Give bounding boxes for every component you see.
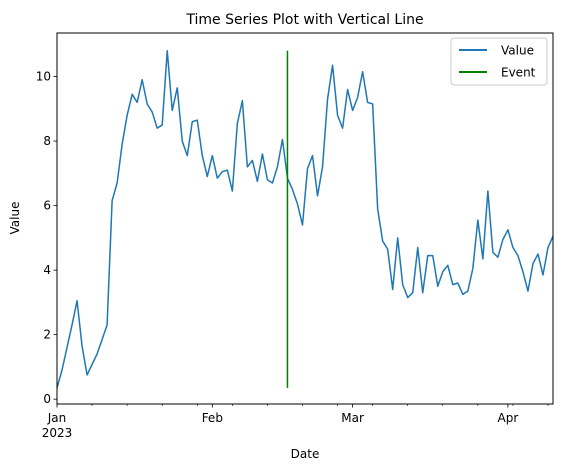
y-tick-label: 4 (43, 263, 51, 277)
y-tick-label: 0 (43, 392, 51, 406)
x-axis-label: Date (291, 447, 320, 461)
chart-title: Time Series Plot with Vertical Line (185, 12, 423, 28)
y-axis-label: Value (8, 202, 22, 235)
y-tick-label: 8 (43, 134, 51, 148)
y-tick-label: 10 (36, 70, 51, 84)
y-tick-label: 6 (43, 199, 51, 213)
legend: Value Event (450, 37, 548, 86)
series-layer (57, 49, 553, 389)
series-line-value (57, 49, 553, 389)
legend-label-value: Value (501, 44, 534, 58)
y-tick-label: 2 (43, 328, 51, 342)
x-tick-label: Apr (498, 411, 519, 425)
x-tick-sublabel: 2023 (42, 426, 73, 440)
x-tick-label: Jan (47, 411, 67, 425)
legend-label-event: Event (501, 66, 536, 80)
plot-frame (56, 32, 554, 405)
x-tick-label: Feb (202, 411, 223, 425)
x-tick-label: Mar (341, 411, 364, 425)
plot-area (56, 32, 554, 405)
y-axis: 0 2 4 6 8 10 (36, 70, 57, 406)
